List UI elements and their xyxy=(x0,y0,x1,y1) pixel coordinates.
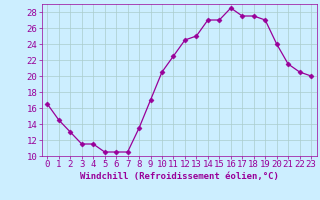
X-axis label: Windchill (Refroidissement éolien,°C): Windchill (Refroidissement éolien,°C) xyxy=(80,172,279,181)
